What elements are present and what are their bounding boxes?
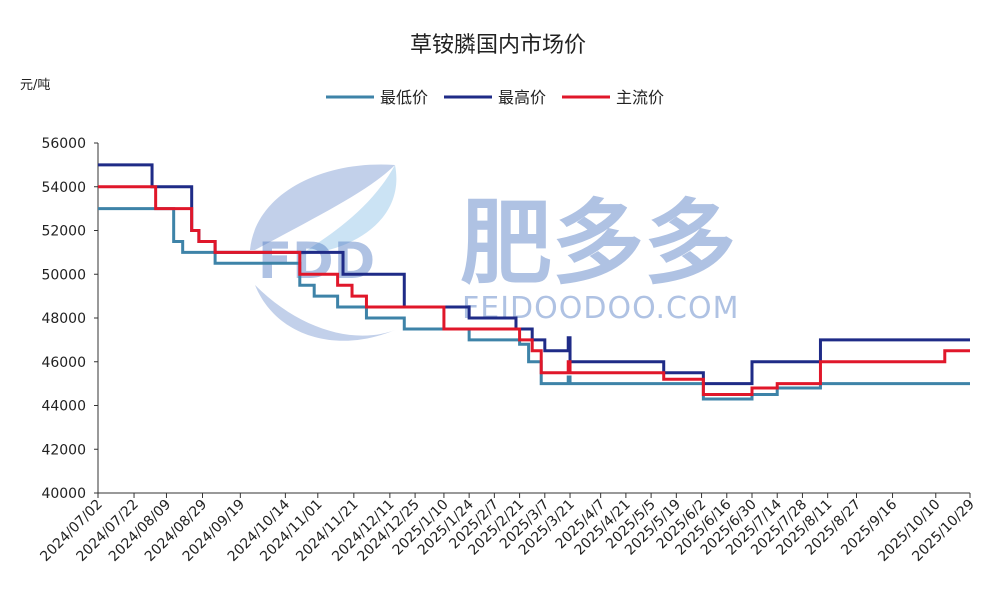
- legend-label-1: 最低价: [380, 88, 428, 107]
- watermark-logo-text: FDD: [258, 232, 375, 290]
- y-tick-label: 54000: [41, 180, 86, 196]
- series-line-1: [98, 207, 970, 401]
- y-tick-label: 48000: [41, 311, 86, 327]
- chart-title: 草铵膦国内市场价: [410, 33, 586, 58]
- fdd-logo: FDD: [250, 164, 397, 341]
- legend-label-2: 最高价: [498, 88, 546, 107]
- x-ticks: 2024/07/022024/07/222024/08/092024/08/29…: [37, 493, 978, 565]
- y-tick-label: 46000: [41, 355, 86, 371]
- y-tick-label: 40000: [41, 486, 86, 502]
- y-ticks: 40000 42000 44000 46000 48000 50000 52000 54000…: [41, 136, 98, 502]
- series-line-3: [98, 185, 970, 397]
- legend: 最低价 最高价 主流价: [326, 88, 664, 107]
- y-tick-label: 42000: [41, 442, 86, 458]
- watermark-domain-text: FEIDOODOO.COM: [462, 291, 739, 326]
- y-tick-label: 44000: [41, 399, 86, 415]
- watermark: FDD 肥多多 FEIDOODOO.COM: [250, 164, 739, 341]
- series-layer: [98, 163, 970, 401]
- y-tick-label: 56000: [41, 136, 86, 152]
- y-tick-label: 50000: [41, 267, 86, 283]
- watermark-brand-text: 肥多多: [460, 190, 736, 297]
- legend-label-3: 主流价: [616, 88, 664, 107]
- y-unit-label: 元/吨: [20, 78, 50, 93]
- y-tick-label: 52000: [41, 224, 86, 240]
